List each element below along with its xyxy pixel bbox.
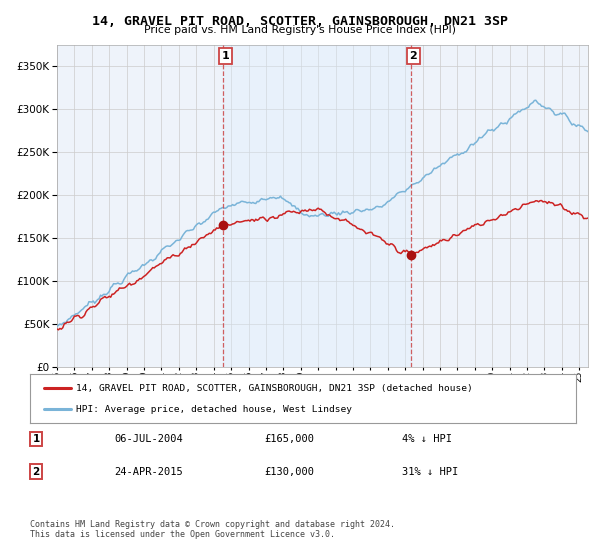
Text: £165,000: £165,000 [264,434,314,444]
Text: HPI: Average price, detached house, West Lindsey: HPI: Average price, detached house, West… [76,405,352,414]
Text: 06-JUL-2004: 06-JUL-2004 [114,434,183,444]
Text: £130,000: £130,000 [264,466,314,477]
Text: 31% ↓ HPI: 31% ↓ HPI [402,466,458,477]
Text: 14, GRAVEL PIT ROAD, SCOTTER, GAINSBOROUGH, DN21 3SP (detached house): 14, GRAVEL PIT ROAD, SCOTTER, GAINSBOROU… [76,384,473,393]
Text: Contains HM Land Registry data © Crown copyright and database right 2024.
This d: Contains HM Land Registry data © Crown c… [30,520,395,539]
Text: 1: 1 [221,51,229,61]
Text: Price paid vs. HM Land Registry's House Price Index (HPI): Price paid vs. HM Land Registry's House … [144,25,456,35]
Text: 24-APR-2015: 24-APR-2015 [114,466,183,477]
Text: 2: 2 [32,466,40,477]
Text: 1: 1 [32,434,40,444]
Text: 14, GRAVEL PIT ROAD, SCOTTER, GAINSBOROUGH, DN21 3SP: 14, GRAVEL PIT ROAD, SCOTTER, GAINSBOROU… [92,15,508,27]
Text: 2: 2 [409,51,417,61]
Bar [223,45,410,367]
Text: 4% ↓ HPI: 4% ↓ HPI [402,434,452,444]
